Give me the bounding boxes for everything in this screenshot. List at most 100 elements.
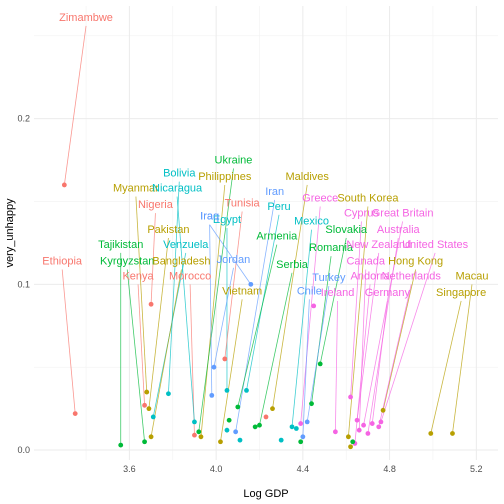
data-point <box>233 429 238 434</box>
data-point <box>370 421 375 426</box>
data-point <box>381 408 386 413</box>
data-point <box>192 419 197 424</box>
leader-line <box>64 26 86 185</box>
leader-line <box>379 284 412 426</box>
leader-line <box>307 286 329 422</box>
point-label: Ethiopia <box>42 255 83 267</box>
y-tick-labels: 0.0 0.1 0.2 <box>17 114 30 455</box>
data-point <box>270 406 275 411</box>
data-point <box>151 415 156 420</box>
leader-line <box>62 269 75 413</box>
data-point <box>366 431 371 436</box>
data-point <box>298 421 303 426</box>
point-label: Pakistan <box>147 224 189 236</box>
data-point <box>346 434 351 439</box>
point-label: Venzuela <box>163 239 209 251</box>
data-point <box>222 357 227 362</box>
data-point <box>212 365 217 370</box>
data-point <box>298 439 303 444</box>
point-label: Netherlands <box>382 270 442 282</box>
data-point <box>361 423 366 428</box>
data-point <box>147 406 152 411</box>
y-tick-label: 0.2 <box>17 114 30 124</box>
point-label: Vietnam <box>222 285 262 297</box>
data-point <box>348 444 353 449</box>
point-label: Ukraine <box>215 154 253 166</box>
data-point <box>166 391 171 396</box>
data-point <box>357 428 362 433</box>
point-label: Great Britain <box>372 207 434 219</box>
point-label: Kyrgyzstan <box>100 255 154 267</box>
data-point <box>290 424 295 429</box>
data-point <box>238 438 243 443</box>
point-label: Bangladesh <box>152 255 210 267</box>
point-label: Hong Kong <box>388 255 443 267</box>
data-point <box>192 433 197 438</box>
data-point <box>225 428 230 433</box>
leader-line <box>210 225 212 396</box>
data-point <box>311 304 316 309</box>
point-label: Peru <box>267 201 290 213</box>
data-point <box>253 424 258 429</box>
leader-line <box>320 238 346 364</box>
x-tick-label: 5.2 <box>470 464 483 474</box>
point-label: Jordan <box>217 254 251 266</box>
data-point <box>300 434 305 439</box>
data-point <box>450 431 455 436</box>
data-point <box>73 411 78 416</box>
point-label: United States <box>402 239 469 251</box>
point-label: Maldives <box>285 171 329 183</box>
data-point <box>428 431 433 436</box>
point-label: Tajikistan <box>98 239 143 251</box>
point-label: South Korea <box>337 193 399 205</box>
data-point <box>62 183 67 188</box>
point-label: Serbia <box>276 259 309 271</box>
leader-line <box>238 245 277 407</box>
leader-line <box>168 182 179 394</box>
x-tick-label: 3.6 <box>123 464 136 474</box>
point-label: Australia <box>377 224 421 236</box>
data-point <box>333 429 338 434</box>
point-label: Philippines <box>198 171 252 183</box>
point-label: Iraq <box>200 211 219 223</box>
point-label: Ireland <box>321 287 355 299</box>
x-tick-label: 4.8 <box>383 464 396 474</box>
point-label: Greece <box>302 193 338 205</box>
y-tick-label: 0.1 <box>17 279 30 289</box>
point-label: Armenia <box>256 231 298 243</box>
leader-line <box>136 197 147 392</box>
y-axis-title: very_unhappy <box>4 198 16 268</box>
point-label: Germany <box>365 287 411 299</box>
data-point <box>149 302 154 307</box>
data-point <box>376 424 381 429</box>
leader-line <box>214 268 234 367</box>
point-label: Kenya <box>122 270 154 282</box>
point-label: Zimambwe <box>59 12 113 24</box>
data-point <box>118 443 123 448</box>
point-label: Nigeria <box>138 199 174 211</box>
data-point <box>264 415 269 420</box>
point-label: Slovakia <box>325 224 367 236</box>
point-label: Bolivia <box>163 168 196 180</box>
data-point <box>309 401 314 406</box>
point-label: Morocco <box>169 270 211 282</box>
data-point <box>218 439 223 444</box>
data-point <box>257 423 262 428</box>
data-point <box>199 434 204 439</box>
data-point <box>294 426 299 431</box>
data-point <box>149 434 154 439</box>
data-point <box>350 439 355 444</box>
data-point <box>144 390 149 395</box>
leader-line <box>452 284 472 433</box>
data-point <box>348 395 353 400</box>
leader-line <box>335 301 337 432</box>
data-point <box>142 439 147 444</box>
data-point <box>227 418 232 423</box>
data-point <box>379 419 384 424</box>
data-point <box>225 388 230 393</box>
y-tick-label: 0.0 <box>17 445 30 455</box>
data-point <box>142 403 147 408</box>
data-point <box>196 429 201 434</box>
leader-line <box>372 301 387 424</box>
